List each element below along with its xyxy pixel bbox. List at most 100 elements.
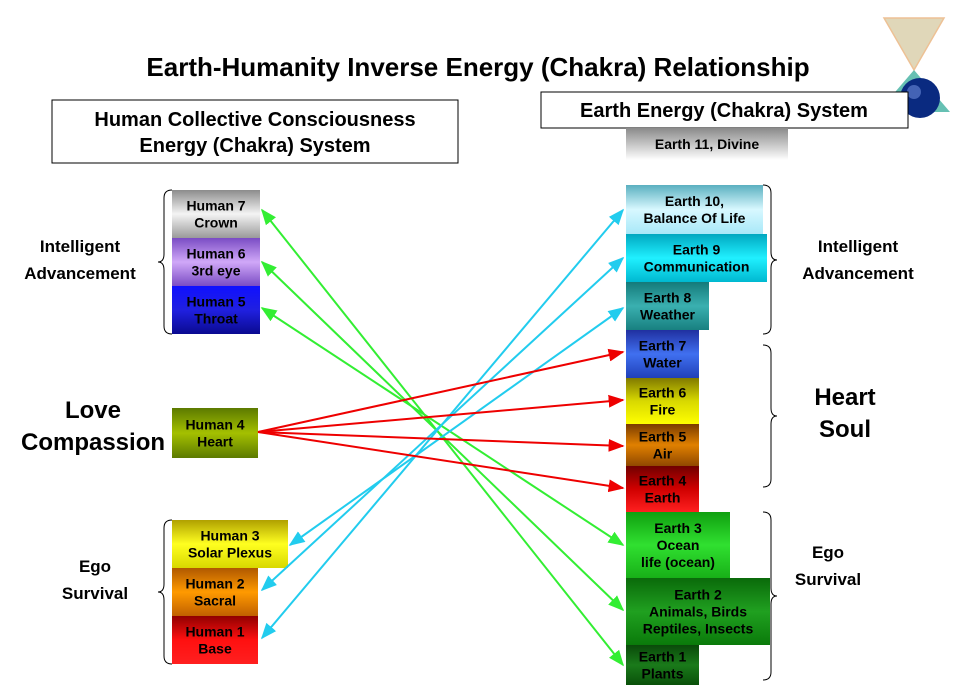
earth-chakra-label: life (ocean) [641,554,715,570]
group-label: Survival [795,570,861,589]
earth-chakra-rect [626,645,699,685]
header-line: Earth Energy (Chakra) System [580,100,868,122]
earth-chakra-rect [626,330,699,378]
earth-chakra-label: Air [653,446,673,462]
earth-chakra-label: Earth 8 [644,290,692,306]
title: Earth-Humanity Inverse Energy (Chakra) R… [146,52,809,82]
human-chakra-label: Heart [197,434,233,450]
earth-chakra-label: Ocean [657,537,700,553]
earth-chakra-rect [626,424,699,466]
arrows [257,208,625,667]
human-chakra-label: Human 2 [185,576,244,592]
human-chakra-rect [172,408,258,458]
human-chakra-rect [172,568,258,616]
right-header: Earth Energy (Chakra) System [540,91,909,129]
left-header: Human Collective Consciousness Energy (C… [51,99,459,164]
group-label: Heart [814,384,875,411]
earth-chakra-label: Reptiles, Insects [643,621,754,637]
earth-chakra-label: Weather [640,307,696,323]
human-chakra-label: Human 1 [185,624,244,640]
group-label: Love [65,397,121,424]
earth-chakra-rect [626,578,770,645]
arrow [260,208,625,640]
human-chakra-label: Human 6 [186,246,245,262]
earth-chakra-label: Earth 4 [639,473,687,489]
human-chakra-label: Human 7 [186,198,245,214]
earth-chakra: Earth 10,Balance Of Life [626,185,763,234]
earth-chakra-label: Earth 10, [665,193,724,209]
human-chakra-rect [172,616,258,664]
arrow [257,431,625,452]
earth-chakra-rect [626,282,709,330]
header-line: Energy (Chakra) System [139,135,370,157]
earth-chakra-label: Balance Of Life [644,210,746,226]
group-label: Advancement [802,264,914,283]
arrow [257,348,625,433]
earth-chakra-label: Earth 3 [654,520,702,536]
earth-chakra-label: Earth 6 [639,385,687,401]
earth-chakra-label: Water [643,355,682,371]
earth-chakra-label: Earth 7 [639,338,687,354]
earth-chakra-label: Earth [645,490,681,506]
earth-chakra-rect [626,128,788,160]
earth-chakra-rect [626,378,699,424]
human-chakra-label: Human 5 [186,294,245,310]
human-chakra-label: Crown [194,215,238,231]
header-line: Human Collective Consciousness [94,109,415,131]
earth-chakra-label: Communication [644,259,750,275]
earth-chakra-label: Fire [650,402,676,418]
human-chakra-label: Sacral [194,593,236,609]
human-chakra-rect [172,286,260,334]
human-chakra-rect [172,238,260,286]
group-labels: Intelligent Advancement Love Compassion Ego S… [21,237,914,603]
group-label: Ego [812,543,844,562]
earth-chakra-label: Earth 9 [673,242,721,258]
earth-chakra-rect [626,234,767,282]
arrow [288,307,625,546]
earth-chakra-label: Earth 5 [639,429,687,445]
human-chakra-label: Solar Plexus [188,545,272,561]
earth-chakra: Earth 11, Divine [626,128,788,160]
group-label: Soul [819,416,871,443]
human-chakra-label: Throat [194,311,238,327]
earth-chakra-label: Plants [641,666,683,682]
group-label: Intelligent [40,237,121,256]
braces [157,184,778,681]
group-label: Ego [79,557,111,576]
group-label: Advancement [24,264,136,283]
arrow [257,394,625,433]
group-label: Compassion [21,429,165,456]
human-chakra-label: Base [198,641,232,657]
earth-chakra-label: Earth 11, Divine [655,136,759,152]
human-chakra-label: 3rd eye [191,263,240,279]
human-chakra-label: Human 3 [200,528,259,544]
earth-chakra-rect [626,512,730,578]
human-chakra-rect [172,190,260,238]
human-chakra-label: Human 4 [185,417,244,433]
earth-chakra-rect [626,466,699,512]
group-label: Intelligent [818,237,899,256]
earth-chakra-rect [626,185,763,234]
earth-chakra-label: Earth 2 [674,587,722,603]
earth-chakra-label: Animals, Birds [649,604,747,620]
arrow [257,431,625,493]
earth-chakra-label: Earth 1 [639,649,687,665]
group-label: Survival [62,584,128,603]
